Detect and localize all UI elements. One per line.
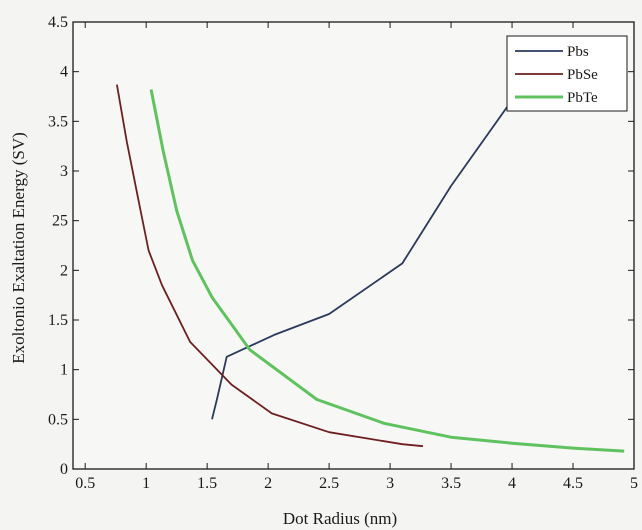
y-tick-label: 0 [60,461,68,478]
series-line-pbse [116,84,424,448]
y-tick-label: 2 [60,262,68,279]
x-tick-label: 3 [386,475,394,492]
series-line-pbs [211,90,519,420]
y-tick-label: 4 [60,64,68,81]
y-tick-label: 25 [52,213,68,230]
x-tick-label: 0.5 [75,475,95,492]
legend-label-pbte: PbTe [567,90,598,106]
x-tick-label: 1.5 [197,475,217,492]
x-tick-label: 4 [508,475,516,492]
x-tick-label: 2.5 [319,475,339,492]
x-tick-label: 1 [142,475,150,492]
x-tick-label: 4.5 [563,475,583,492]
x-axis: 0.5 1 1.5 2 2.5 3 3.5 4 4.5 5 [75,22,638,492]
series-line-pbte [149,89,625,453]
y-tick-label: 1.5 [48,312,68,329]
y-tick-label: 0.5 [48,411,68,428]
y-tick-label: 4.5 [48,14,68,31]
x-tick-label: 2 [264,475,272,492]
y-tick-label: 1 [60,362,68,379]
legend: Pbs PbSe PbTe [506,35,628,112]
legend-label-pbse: PbSe [567,67,598,83]
series-layer [116,84,625,453]
y-axis-label: Exoltonio Exaltation Energy (SV) [9,132,28,364]
x-axis-label: Dot Radius (nm) [283,509,397,528]
y-axis: 0 0.5 1 1.5 2 25 3 3.5 4 4.5 [48,14,634,478]
y-tick-label: 3.5 [48,113,68,130]
legend-label-pbs: Pbs [567,44,589,60]
x-tick-label: 3.5 [441,475,461,492]
x-tick-label: 5 [630,475,638,492]
y-tick-label: 3 [60,163,68,180]
